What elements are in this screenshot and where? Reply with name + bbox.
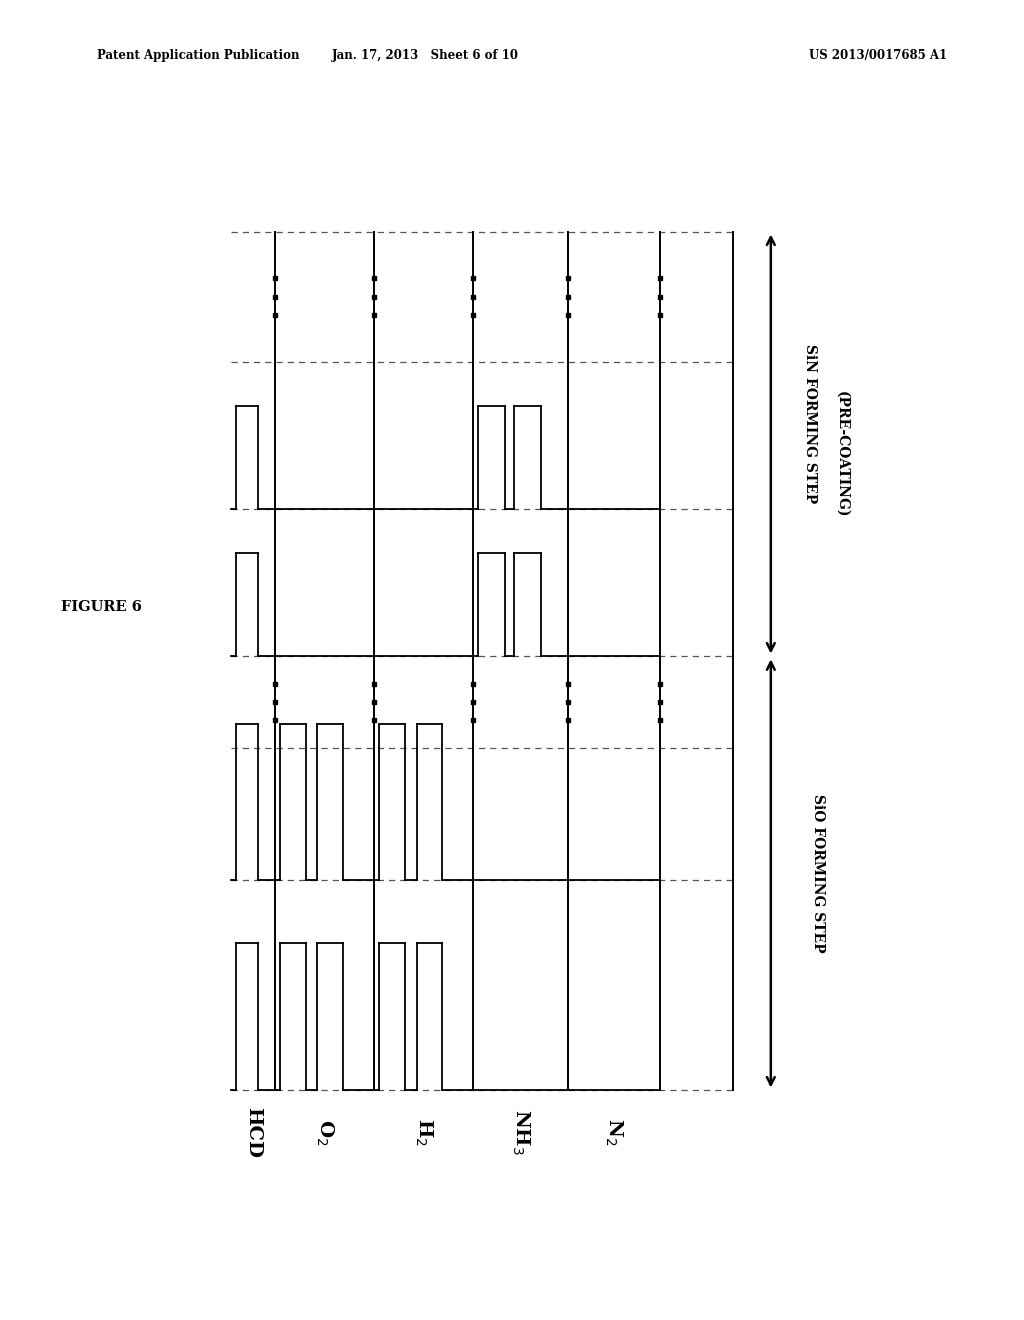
Text: Jan. 17, 2013   Sheet 6 of 10: Jan. 17, 2013 Sheet 6 of 10 [332, 49, 518, 62]
Text: US 2013/0017685 A1: US 2013/0017685 A1 [809, 49, 947, 62]
Text: SiO FORMING STEP: SiO FORMING STEP [811, 795, 825, 953]
Text: HCD: HCD [244, 1106, 262, 1158]
Text: SiN FORMING STEP: SiN FORMING STEP [804, 345, 817, 503]
Text: H$_2$: H$_2$ [413, 1118, 434, 1146]
Text: O$_2$: O$_2$ [313, 1119, 335, 1146]
Text: FIGURE 6: FIGURE 6 [61, 601, 142, 614]
Text: NH$_3$: NH$_3$ [510, 1109, 531, 1155]
Text: Patent Application Publication: Patent Application Publication [97, 49, 300, 62]
Text: N$_2$: N$_2$ [603, 1118, 625, 1146]
Text: (PRE-COATING): (PRE-COATING) [836, 391, 849, 517]
